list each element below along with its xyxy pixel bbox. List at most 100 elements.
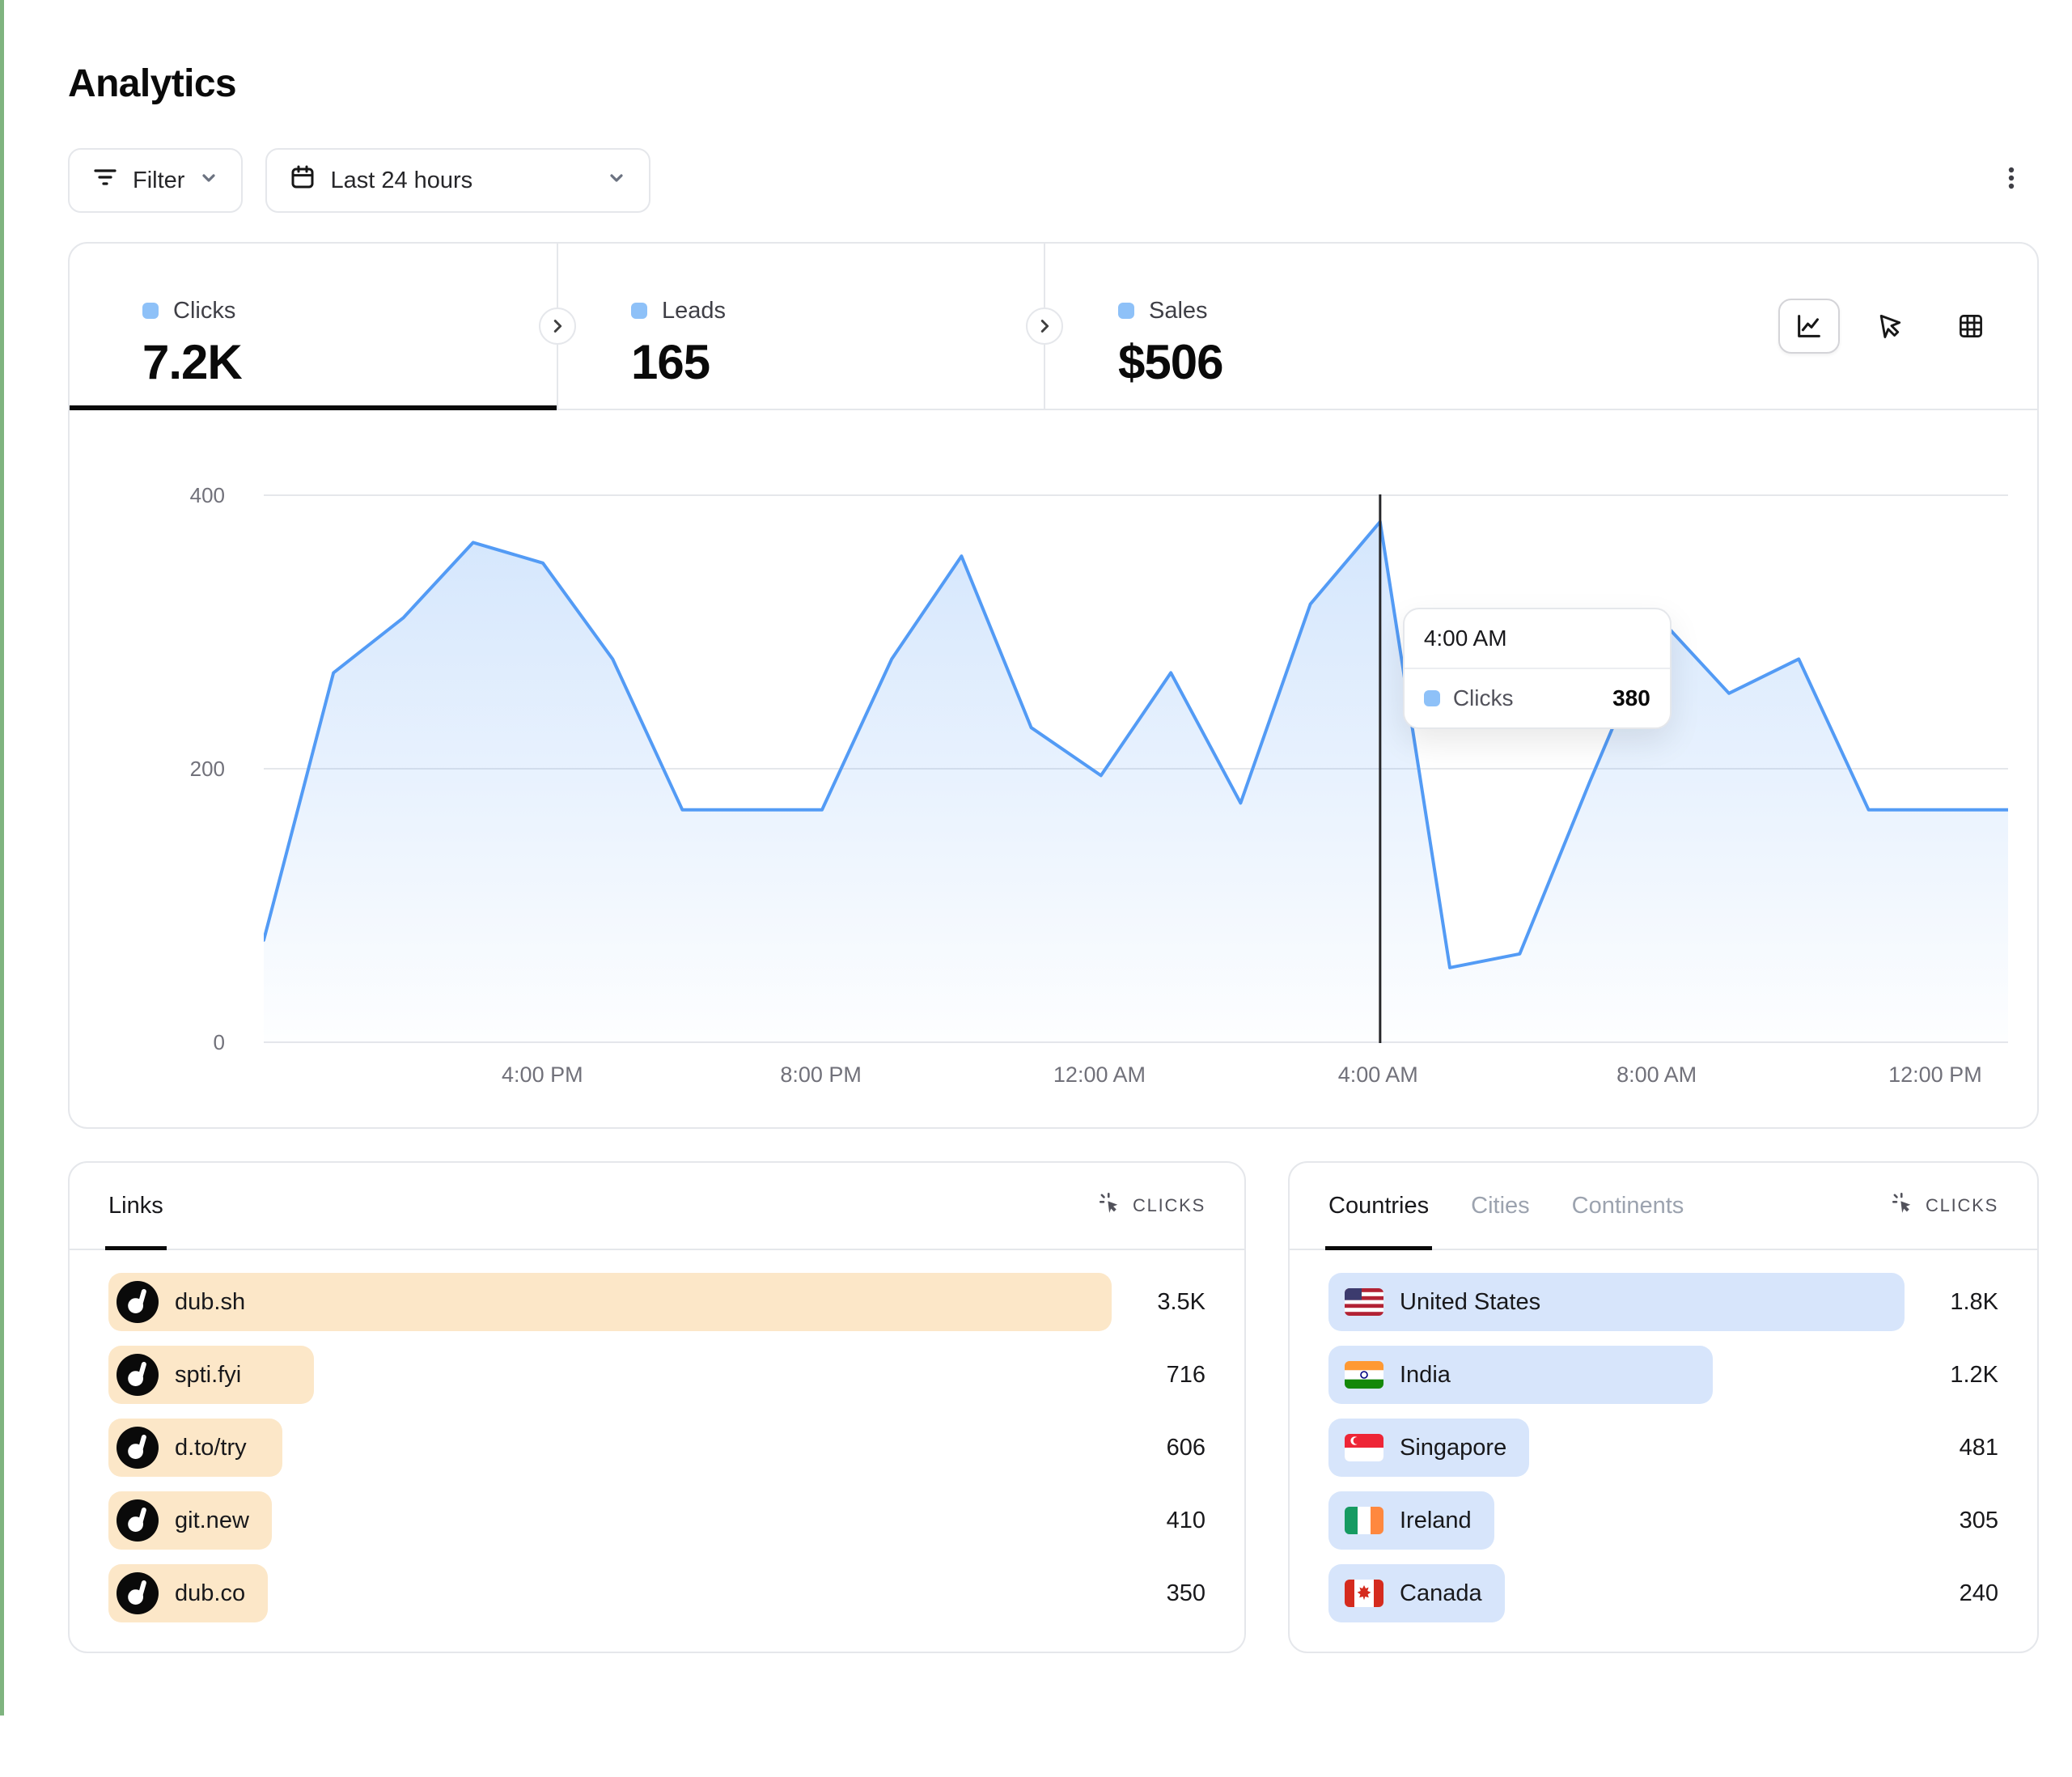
tab-countries[interactable]: Countries <box>1328 1163 1429 1249</box>
events-view-button[interactable] <box>1859 299 1921 354</box>
metric-value: $506 <box>1118 336 1531 389</box>
countries-panel: Countries Cities Continents CLICKS <box>1288 1161 2039 1653</box>
line-chart-view-button[interactable] <box>1778 299 1840 354</box>
list-item[interactable]: India 1.2K <box>1328 1346 1998 1404</box>
metric-value: 165 <box>631 336 1044 389</box>
row-label: India <box>1400 1362 1451 1389</box>
chevron-right-icon <box>1036 317 1053 335</box>
window-edge-strip <box>0 0 4 1716</box>
chevron-down-icon <box>607 168 626 194</box>
y-axis-label: 0 <box>70 1028 225 1057</box>
row-value: 716 <box>1112 1362 1205 1389</box>
chart-view-switcher <box>1778 299 2002 354</box>
row-bar-area: git.new <box>108 1491 1112 1550</box>
row-bar: United States <box>1328 1273 1905 1331</box>
tooltip-time: 4:00 AM <box>1405 609 1670 669</box>
links-metric-header[interactable]: CLICKS <box>1099 1163 1205 1249</box>
dub-logo-icon <box>117 1427 159 1469</box>
row-value: 3.5K <box>1112 1289 1205 1316</box>
links-metric-label: CLICKS <box>1133 1195 1205 1216</box>
row-label: Ireland <box>1400 1508 1472 1534</box>
list-item[interactable]: United States 1.8K <box>1328 1273 1998 1331</box>
list-item[interactable]: Singapore 481 <box>1328 1419 1998 1477</box>
row-bar: spti.fyi <box>108 1346 314 1404</box>
tooltip-legend-dot <box>1424 690 1440 706</box>
dub-logo-icon <box>117 1354 159 1396</box>
clicks-legend-dot <box>142 303 159 319</box>
row-bar: d.to/try <box>108 1419 282 1477</box>
tab-links[interactable]: Links <box>108 1163 163 1249</box>
list-item[interactable]: dub.sh 3.5K <box>108 1273 1205 1331</box>
y-axis-label: 400 <box>70 481 225 510</box>
row-bar: India <box>1328 1346 1713 1404</box>
countries-metric-header[interactable]: CLICKS <box>1892 1163 1998 1249</box>
list-item[interactable]: spti.fyi 716 <box>108 1346 1205 1404</box>
flag-india-icon <box>1345 1361 1383 1389</box>
leads-legend-dot <box>631 303 647 319</box>
x-axis-label: 12:00 PM <box>1888 1062 1982 1088</box>
row-bar-area: d.to/try <box>108 1419 1112 1477</box>
expand-metric-button[interactable] <box>1026 307 1063 345</box>
table-view-button[interactable] <box>1940 299 2002 354</box>
row-bar-area: spti.fyi <box>108 1346 1112 1404</box>
row-bar: Ireland <box>1328 1491 1494 1550</box>
x-axis-label: 4:00 PM <box>502 1062 583 1088</box>
row-icon <box>1345 1507 1383 1534</box>
row-value: 481 <box>1905 1435 1998 1461</box>
calendar-icon <box>290 164 316 197</box>
tab-continents[interactable]: Continents <box>1572 1163 1684 1249</box>
row-value: 350 <box>1112 1580 1205 1607</box>
row-icon <box>117 1281 159 1323</box>
list-item[interactable]: dub.co 350 <box>108 1564 1205 1622</box>
row-bar: dub.co <box>108 1564 268 1622</box>
row-icon <box>1345 1288 1383 1316</box>
metric-value: 7.2K <box>142 336 557 389</box>
metric-tab-sales[interactable]: Sales $506 <box>1044 244 1531 409</box>
metric-tab-clicks[interactable]: Clicks 7.2K <box>70 244 557 409</box>
area-fill <box>264 522 2008 1043</box>
tab-cities[interactable]: Cities <box>1471 1163 1530 1249</box>
row-label: dub.sh <box>175 1289 245 1316</box>
cursor-arrow-icon <box>1875 312 1905 341</box>
expand-metric-button[interactable] <box>539 307 576 345</box>
x-axis-label: 8:00 PM <box>780 1062 862 1088</box>
tooltip-value: 380 <box>1612 685 1650 711</box>
tab-links-label: Links <box>108 1193 163 1219</box>
row-bar-area: dub.sh <box>108 1273 1112 1331</box>
countries-list: United States 1.8K India 1.2K Singapore … <box>1290 1250 2037 1626</box>
cursor-click-icon <box>1099 1192 1121 1219</box>
row-label: Singapore <box>1400 1435 1506 1461</box>
metric-tabs: Clicks 7.2K Leads 165 <box>70 244 2037 410</box>
list-item[interactable]: Ireland 305 <box>1328 1491 1998 1550</box>
kebab-menu-icon <box>1998 165 2024 197</box>
x-axis-label: 8:00 AM <box>1616 1062 1697 1088</box>
tab-countries-label: Countries <box>1328 1193 1429 1219</box>
metric-label: Clicks <box>173 298 235 324</box>
flag-us-icon <box>1345 1288 1383 1316</box>
filter-button[interactable]: Filter <box>68 148 243 213</box>
list-item[interactable]: git.new 410 <box>108 1491 1205 1550</box>
tooltip-series-label: Clicks <box>1453 685 1514 711</box>
dub-logo-icon <box>117 1499 159 1542</box>
row-bar: git.new <box>108 1491 272 1550</box>
list-item[interactable]: Canada 240 <box>1328 1564 1998 1622</box>
metric-tab-leads[interactable]: Leads 165 <box>557 244 1044 409</box>
row-label: United States <box>1400 1289 1540 1316</box>
date-range-button[interactable]: Last 24 hours <box>265 148 650 213</box>
area-chart-plot[interactable] <box>264 494 2008 1043</box>
list-item[interactable]: d.to/try 606 <box>108 1419 1205 1477</box>
row-icon <box>117 1499 159 1542</box>
sales-legend-dot <box>1118 303 1134 319</box>
chevron-down-icon <box>199 168 218 194</box>
grid-table-icon <box>1956 312 1985 341</box>
more-options-button[interactable] <box>1984 148 2039 213</box>
page-title: Analytics <box>68 61 2039 106</box>
countries-metric-label: CLICKS <box>1926 1195 1998 1216</box>
row-icon <box>117 1572 159 1614</box>
row-value: 240 <box>1905 1580 1998 1607</box>
row-icon <box>1345 1580 1383 1607</box>
row-bar: Canada <box>1328 1564 1505 1622</box>
row-bar: dub.sh <box>108 1273 1112 1331</box>
